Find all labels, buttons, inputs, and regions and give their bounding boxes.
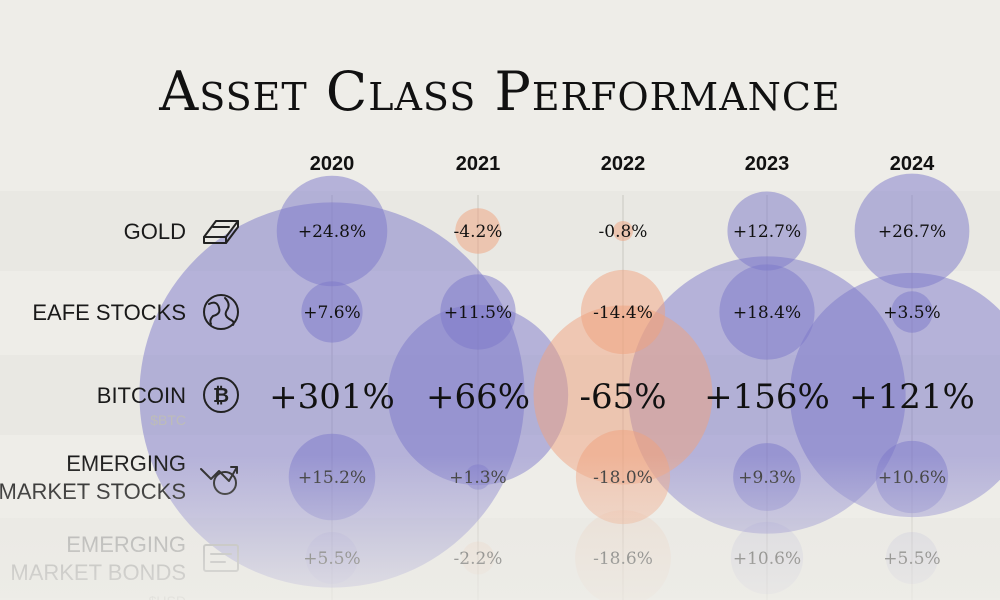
globe-icon xyxy=(203,294,239,330)
value-label: +156% xyxy=(704,377,830,417)
bubble xyxy=(533,305,713,485)
bubble xyxy=(727,191,807,271)
bubble xyxy=(276,175,388,287)
value-label: +66% xyxy=(426,377,530,417)
bubble xyxy=(580,269,666,355)
value-label: -65% xyxy=(579,377,666,417)
bubble xyxy=(455,208,501,254)
value-label: +12.7% xyxy=(733,222,801,242)
value-label: -4.2% xyxy=(454,222,503,242)
year-label: 2020 xyxy=(310,153,355,175)
value-label: +26.7% xyxy=(878,222,946,242)
value-label: +24.8% xyxy=(298,222,366,242)
bubble xyxy=(854,173,970,289)
row-sublabel: $BTC xyxy=(150,412,186,428)
value-label: -14.4% xyxy=(593,303,653,323)
bitcoin-icon: ₿ xyxy=(203,377,239,413)
year-headers: 2020 2021 2022 2023 2024 xyxy=(310,153,935,175)
row-label: EAFE STOCKS xyxy=(32,300,186,325)
gold-bars-icon xyxy=(203,220,239,244)
bubble xyxy=(613,221,633,241)
row-label: BITCOIN xyxy=(97,383,186,408)
bottom-fade-overlay xyxy=(0,455,1000,600)
bubble xyxy=(301,281,363,343)
year-label: 2022 xyxy=(601,153,646,175)
value-label: +121% xyxy=(849,377,975,417)
bubble xyxy=(891,291,933,333)
year-label: 2021 xyxy=(456,153,501,175)
value-label: -0.8% xyxy=(599,222,648,242)
year-label: 2024 xyxy=(890,153,935,175)
row-label: GOLD xyxy=(124,219,186,244)
bubble xyxy=(440,274,516,350)
value-label: +7.6% xyxy=(303,303,360,323)
chart-title: Asset Class Performance xyxy=(158,60,840,123)
bubble xyxy=(387,304,569,486)
bitcoin-symbol: ₿ xyxy=(213,383,229,407)
value-label: +3.5% xyxy=(883,303,940,323)
bubble xyxy=(719,264,815,360)
value-label: +301% xyxy=(269,377,395,417)
value-label: +11.5% xyxy=(444,303,512,323)
year-label: 2023 xyxy=(745,153,790,175)
value-label: +18.4% xyxy=(733,303,801,323)
